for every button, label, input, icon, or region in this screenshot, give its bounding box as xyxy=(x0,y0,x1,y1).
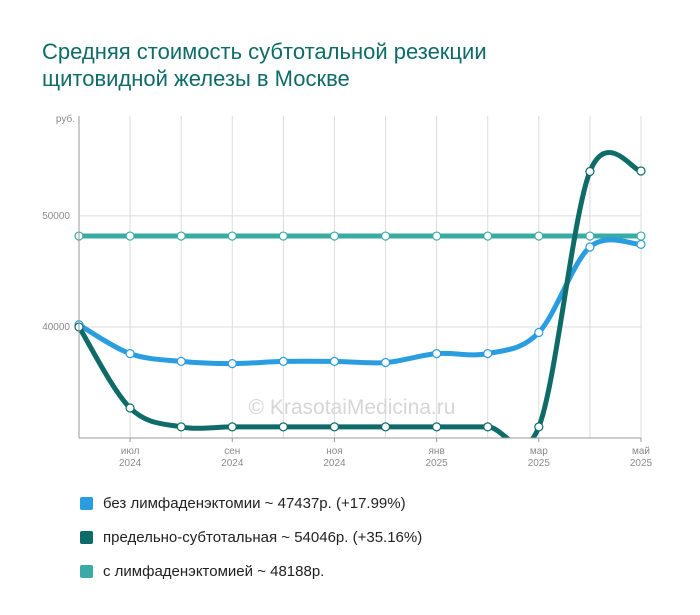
data-point xyxy=(176,356,186,366)
legend-item-s-limfadenektomiei[interactable]: с лимфаденэктомией ~ 48188р. xyxy=(80,554,422,588)
y-tick-label: 50000 xyxy=(42,211,70,222)
legend: без лимфаденэктомии ~ 47437р. (+17.99%) … xyxy=(80,486,422,588)
data-point xyxy=(636,231,646,241)
data-point xyxy=(278,422,288,432)
legend-label: предельно-субтотальная ~ 54046р. (+35.16… xyxy=(103,528,423,546)
data-point xyxy=(636,166,646,176)
x-tick-year: 2025 xyxy=(630,458,653,469)
x-tick-year: 2024 xyxy=(221,458,244,469)
legend-swatch xyxy=(80,496,93,510)
data-point xyxy=(380,422,391,432)
x-tick-month: ноя xyxy=(326,446,343,457)
x-tick-month: янв xyxy=(429,446,445,457)
data-point xyxy=(534,327,544,338)
legend-label: без лимфаденэктомии ~ 47437р. (+17.99%) xyxy=(103,494,406,512)
data-point xyxy=(636,239,646,249)
data-point xyxy=(329,422,340,432)
x-tick-year: 2025 xyxy=(528,458,551,469)
data-point xyxy=(380,231,391,241)
data-point xyxy=(227,422,237,432)
data-point xyxy=(278,231,288,241)
y-unit-label: руб. xyxy=(56,113,75,125)
data-point xyxy=(125,349,135,359)
data-point xyxy=(125,403,135,413)
data-point xyxy=(585,231,595,241)
data-point xyxy=(329,356,340,366)
data-point xyxy=(176,231,186,241)
data-point xyxy=(432,422,442,432)
y-tick-label: 40000 xyxy=(42,322,70,333)
data-point xyxy=(176,422,186,432)
data-point xyxy=(432,349,442,359)
chart-title: Средняя стоимость субтотальной резекции … xyxy=(42,39,487,91)
x-tick-month: сен xyxy=(224,446,240,457)
legend-swatch xyxy=(80,530,93,544)
data-point xyxy=(585,166,595,177)
data-point xyxy=(329,231,340,241)
legend-item-bez-limfadenektomii[interactable]: без лимфаденэктомии ~ 47437р. (+17.99%) xyxy=(80,486,422,520)
x-tick-year: 2025 xyxy=(426,458,449,469)
data-point xyxy=(483,422,493,432)
legend-swatch xyxy=(80,564,93,578)
data-point xyxy=(534,422,544,432)
x-tick-month: июл xyxy=(121,446,140,457)
data-point xyxy=(483,231,493,241)
x-tick-year: 2024 xyxy=(119,458,142,469)
data-point xyxy=(278,356,288,366)
data-point xyxy=(227,359,237,369)
data-point xyxy=(125,231,135,241)
data-point xyxy=(585,242,595,252)
data-point xyxy=(483,349,493,359)
data-point xyxy=(380,357,391,368)
data-point xyxy=(432,231,442,241)
x-tick-month: май xyxy=(632,446,650,457)
watermark-text: © KrasotaiMedicina.ru xyxy=(249,396,456,419)
data-point xyxy=(227,231,237,241)
x-tick-month: мар xyxy=(530,446,548,457)
data-point xyxy=(534,231,544,241)
legend-item-predelno-subtotalnaya[interactable]: предельно-субтотальная ~ 54046р. (+35.16… xyxy=(80,520,422,554)
legend-label: с лимфаденэктомией ~ 48188р. xyxy=(103,562,325,580)
x-tick-year: 2024 xyxy=(323,458,346,469)
